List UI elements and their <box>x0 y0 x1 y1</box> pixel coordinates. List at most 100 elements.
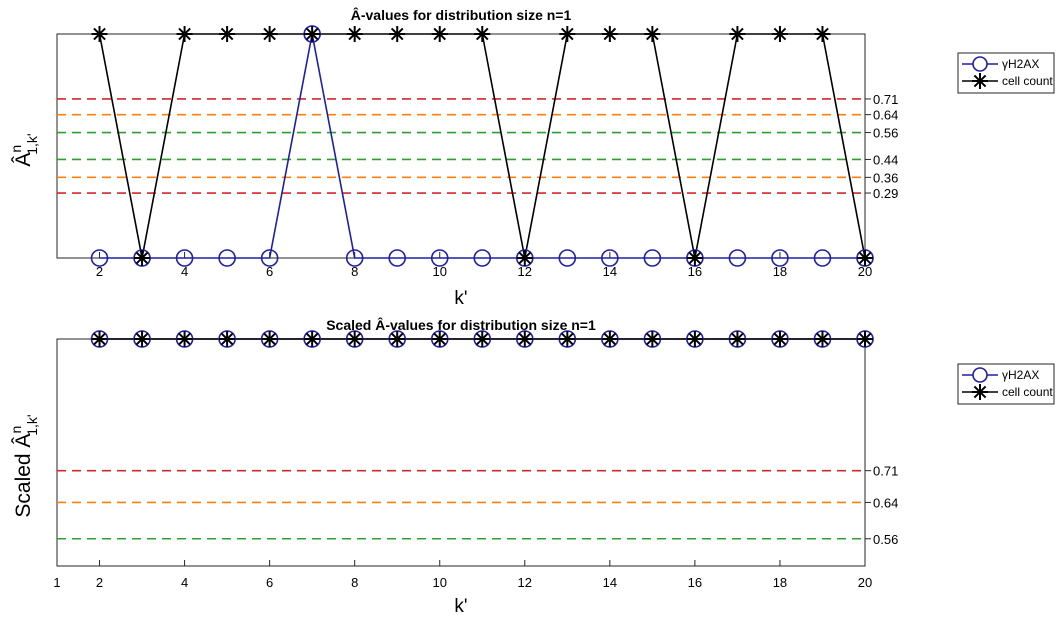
data-point-asterisk-stroke <box>433 27 447 41</box>
data-point-asterisk-stroke <box>731 27 744 41</box>
data-point-asterisk-stroke <box>518 251 532 265</box>
data-point-asterisk <box>346 331 363 347</box>
data-point-asterisk <box>431 26 448 42</box>
data-point-asterisk <box>644 331 661 347</box>
threshold-label: 0.44 <box>873 152 898 167</box>
legend: γH2AX cell count <box>957 52 1055 94</box>
x-tick-label: 14 <box>603 264 617 279</box>
legend-marker-asterisk-stroke <box>973 385 987 399</box>
data-point-asterisk-stroke <box>688 251 702 265</box>
data-point-asterisk <box>219 26 236 42</box>
threshold-label: 0.56 <box>873 126 898 141</box>
y-axis-label: Ân1,k' <box>8 133 40 166</box>
data-point-asterisk-stroke <box>475 27 489 41</box>
data-point-asterisk-stroke <box>646 332 659 346</box>
data-point-asterisk <box>771 331 788 347</box>
data-point-asterisk-stroke <box>646 27 659 41</box>
y-axis-label: Scaled Ân1,k' <box>8 414 40 517</box>
data-point-asterisk-stroke <box>135 251 149 265</box>
data-point-asterisk-stroke <box>688 332 702 346</box>
x-axis-label: k' <box>454 288 467 309</box>
x-tick-label: 6 <box>266 575 273 590</box>
data-point-asterisk <box>644 26 661 42</box>
data-point-asterisk <box>814 26 831 42</box>
x-tick-label: 4 <box>181 575 188 590</box>
data-point-asterisk <box>261 26 278 42</box>
data-point-asterisk-stroke <box>561 332 574 346</box>
data-point-asterisk <box>601 26 618 42</box>
data-point-asterisk <box>559 331 576 347</box>
data-point-asterisk-stroke <box>220 27 234 41</box>
data-point-asterisk-stroke <box>135 332 149 346</box>
data-point-asterisk <box>814 331 831 347</box>
y-axis-label-main: Â <box>12 153 35 167</box>
data-point-circle <box>771 249 789 267</box>
x-tick-label: 14 <box>603 575 617 590</box>
data-point-circle <box>601 249 619 267</box>
y-axis-label-sup: n <box>8 426 24 434</box>
data-point-circle <box>473 249 492 267</box>
data-point-asterisk-stroke <box>858 332 872 346</box>
y-axis-label-sub: 1,k' <box>24 133 40 154</box>
data-point-asterisk-stroke <box>220 332 234 346</box>
data-point-asterisk-stroke <box>390 332 404 346</box>
data-point-circle <box>813 249 832 267</box>
legend: γH2AX cell count <box>957 363 1055 405</box>
data-point-circle <box>728 249 747 267</box>
data-point-circle <box>218 249 236 267</box>
data-point-circle <box>430 249 449 267</box>
data-point-asterisk-stroke <box>603 27 617 41</box>
data-point-circle <box>175 249 194 267</box>
legend-marker-circle <box>972 56 988 72</box>
x-tick-label: 12 <box>518 264 532 279</box>
data-point-asterisk <box>91 331 108 347</box>
data-point-asterisk <box>134 331 151 347</box>
data-point-asterisk-stroke <box>603 332 617 346</box>
x-tick-label: 18 <box>773 264 787 279</box>
chart-top: Â-values for distribution size n=1 0.71 0.… <box>8 6 1055 309</box>
x-tick-label: 6 <box>266 264 273 279</box>
data-point-asterisk <box>261 331 278 347</box>
data-point-asterisk-stroke <box>348 332 361 346</box>
threshold-label: 0.71 <box>873 92 898 107</box>
legend-marker-asterisk <box>972 384 988 400</box>
data-point-circle <box>388 249 407 267</box>
data-point-circle <box>345 249 364 267</box>
data-point-asterisk-stroke <box>475 332 489 346</box>
data-point-circle <box>90 249 109 267</box>
series-line-0 <box>99 33 865 259</box>
data-point-asterisk-stroke <box>93 27 106 41</box>
legend-label: γH2AX <box>1002 57 1039 71</box>
x-tick-label: 4 <box>181 264 188 279</box>
data-point-asterisk <box>516 331 533 347</box>
data-point-asterisk-stroke <box>305 332 319 346</box>
data-point-asterisk <box>771 26 788 42</box>
data-point-asterisk-stroke <box>731 332 744 346</box>
x-tick-label: 20 <box>858 575 872 590</box>
chart-title: Â-values for distribution size n=1 <box>351 6 572 23</box>
x-tick-label: 8 <box>351 264 358 279</box>
data-point-asterisk-stroke <box>178 27 191 41</box>
chart-bottom: Scaled Â-values for distribution size n=… <box>8 316 1055 617</box>
axes-frame <box>56 338 866 567</box>
threshold-label: 0.64 <box>873 495 898 510</box>
legend-label: γH2AX <box>1002 368 1039 382</box>
data-point-asterisk-stroke <box>93 332 106 346</box>
threshold-label: 0.56 <box>873 532 898 547</box>
data-point-asterisk <box>474 331 491 347</box>
data-point-asterisk-stroke <box>858 251 872 265</box>
data-point-asterisk <box>304 331 321 347</box>
data-point-asterisk <box>176 26 193 42</box>
data-point-asterisk <box>857 331 873 347</box>
x-tick-label: 2 <box>96 575 103 590</box>
data-point-asterisk-stroke <box>305 27 319 41</box>
data-point-asterisk-stroke <box>518 332 532 346</box>
data-point-asterisk <box>686 250 703 266</box>
data-point-asterisk <box>389 26 406 42</box>
data-point-asterisk <box>304 26 321 42</box>
x-tick-label: 8 <box>351 575 358 590</box>
chart-title: Scaled Â-values for distribution size n=… <box>326 316 596 333</box>
x-tick-label: 16 <box>688 575 702 590</box>
data-point-asterisk-stroke <box>348 27 361 41</box>
